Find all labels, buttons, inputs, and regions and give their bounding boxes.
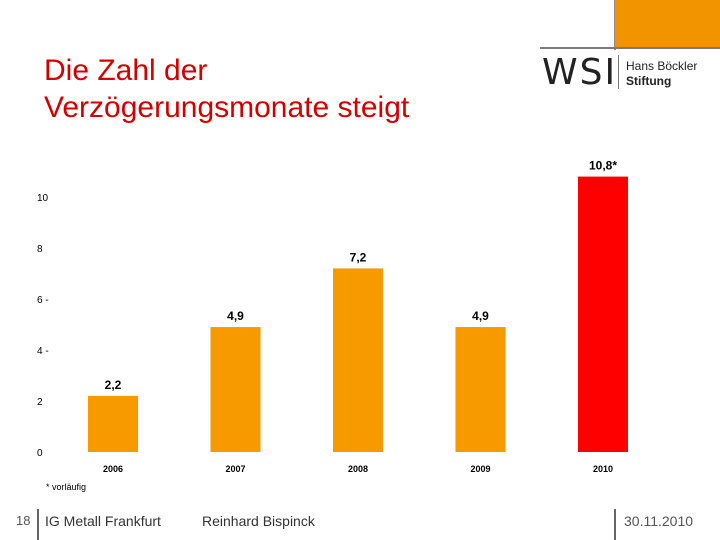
logo-line-1: Hans Böckler — [626, 59, 698, 73]
bar-chart: 0 2 4 - 6 - 8 10 2,2 2006 4,9 2007 7,2 2008 4,9 2009 1… — [37, 159, 628, 474]
chart-footnote: * vorläufig — [46, 482, 87, 492]
x-tick-label-2006: 2006 — [103, 464, 123, 474]
data-label-2009: 4,9 — [472, 309, 489, 323]
footer-organization: IG Metall Frankfurt — [45, 513, 161, 529]
y-tick-label: 0 — [37, 448, 43, 459]
bar-2006 — [88, 395, 138, 452]
footer-divider-right — [614, 509, 616, 540]
logo-wsi-text: WSI — [542, 52, 618, 93]
footer-author: Reinhard Bispinck — [202, 513, 315, 529]
logo-separator — [618, 55, 619, 89]
bar-2007 — [210, 327, 261, 452]
wsi-logo: WSI Hans Böckler Stiftung — [540, 47, 720, 93]
y-tick-label: 4 - — [37, 346, 49, 357]
page-number: 18 — [16, 513, 31, 528]
data-label-2008: 7,2 — [350, 250, 367, 264]
y-tick-label: 8 — [37, 244, 43, 255]
logo-line-2: Stiftung — [626, 74, 672, 88]
x-tick-label-2008: 2008 — [348, 464, 368, 474]
y-tick-label: 10 — [37, 193, 49, 204]
x-tick-label-2009: 2009 — [470, 464, 490, 474]
x-tick-label-2007: 2007 — [225, 464, 245, 474]
page-title: Die Zahl der Verzögerungsmonate steigt — [44, 52, 409, 126]
footer-divider-left — [37, 509, 39, 540]
data-label-2007: 4,9 — [227, 309, 244, 323]
y-tick-label: 6 - — [37, 295, 49, 306]
bar-2010 — [578, 176, 628, 452]
bar-2008 — [333, 268, 383, 452]
corner-accent-box — [615, 0, 720, 48]
y-tick-label: 2 — [37, 397, 43, 408]
data-label-2006: 2,2 — [105, 378, 122, 392]
x-tick-label-2010: 2010 — [593, 464, 613, 474]
title-line-2: Verzögerungsmonate steigt — [44, 91, 410, 124]
data-label-2010: 10,8* — [589, 159, 617, 173]
title-line-1: Die Zahl der — [44, 54, 208, 87]
footer-date: 30.11.2010 — [624, 513, 694, 529]
logo-top-rule — [540, 47, 720, 49]
bar-2009 — [455, 327, 506, 452]
